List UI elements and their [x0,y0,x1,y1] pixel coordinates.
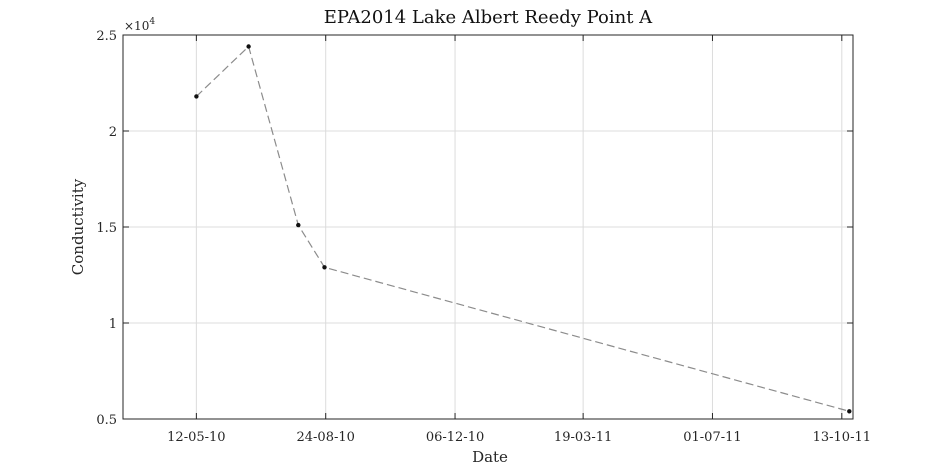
y-exponent-power: 4 [149,17,155,27]
y-tick-label: 2.5 [96,29,117,44]
x-axis-label: Date [472,448,508,466]
x-tick-label: 12-05-10 [167,430,225,445]
data-point [194,94,199,99]
y-exponent-base: ×10 [124,19,149,33]
data-point [246,44,251,49]
x-tick-label: 24-08-10 [296,430,354,445]
x-tick-label: 19-03-11 [554,430,612,445]
y-tick-label: 2 [109,125,117,140]
data-point [322,265,327,270]
x-tick-label: 01-07-11 [683,430,741,445]
ticks: 0.5 1 1.5 2 2.5 12-05-10 24-08-10 06-12-10 19-03… [96,29,871,445]
x-tick-label: 13-10-11 [813,430,871,445]
y-tick-label: 0.5 [96,413,117,428]
chart-title: EPA2014 Lake Albert Reedy Point A [324,7,653,28]
grid [123,34,853,420]
y-tick-label: 1 [109,317,117,332]
data-point [296,222,301,228]
x-tick-label: 06-12-10 [426,430,484,445]
series-layer [194,44,852,414]
y-exponent-label: ×104 [124,17,155,33]
y-tick-label: 1.5 [96,221,117,236]
y-axis-label: Conductivity [69,178,87,275]
data-point [847,409,852,414]
